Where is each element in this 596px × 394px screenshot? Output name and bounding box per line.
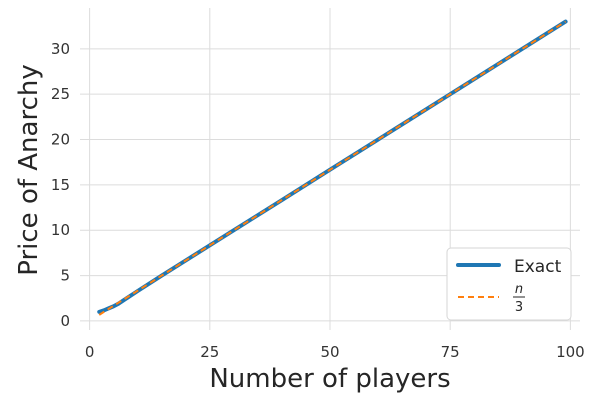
series-line-n-over-3 [98,20,567,316]
y-tick-label: 10 [51,221,70,239]
x-tick-label: 100 [556,343,585,361]
y-tick-label: 0 [60,312,70,330]
y-tick-label: 25 [51,85,70,103]
legend-label-denominator: 3 [515,300,523,315]
y-tick-label: 5 [60,267,70,285]
x-axis-title: Number of players [209,364,450,394]
x-tick-label: 75 [441,343,460,361]
y-tick-labels: 0 5 10 15 20 25 30 [51,40,70,330]
x-tick-label: 25 [200,343,219,361]
legend: Exact n 3 [446,247,572,321]
legend-label-exact: Exact [514,257,562,277]
y-axis-title: Price of Anarchy [14,64,44,276]
x-tick-label: 0 [85,343,95,361]
x-tick-labels: 0 25 50 75 100 [85,343,585,361]
y-tick-label: 30 [51,40,70,58]
legend-label-numerator: n [515,282,523,297]
y-tick-label: 20 [51,131,70,149]
x-tick-label: 50 [320,343,339,361]
series-lines [97,19,568,316]
y-tick-label: 15 [51,176,70,194]
